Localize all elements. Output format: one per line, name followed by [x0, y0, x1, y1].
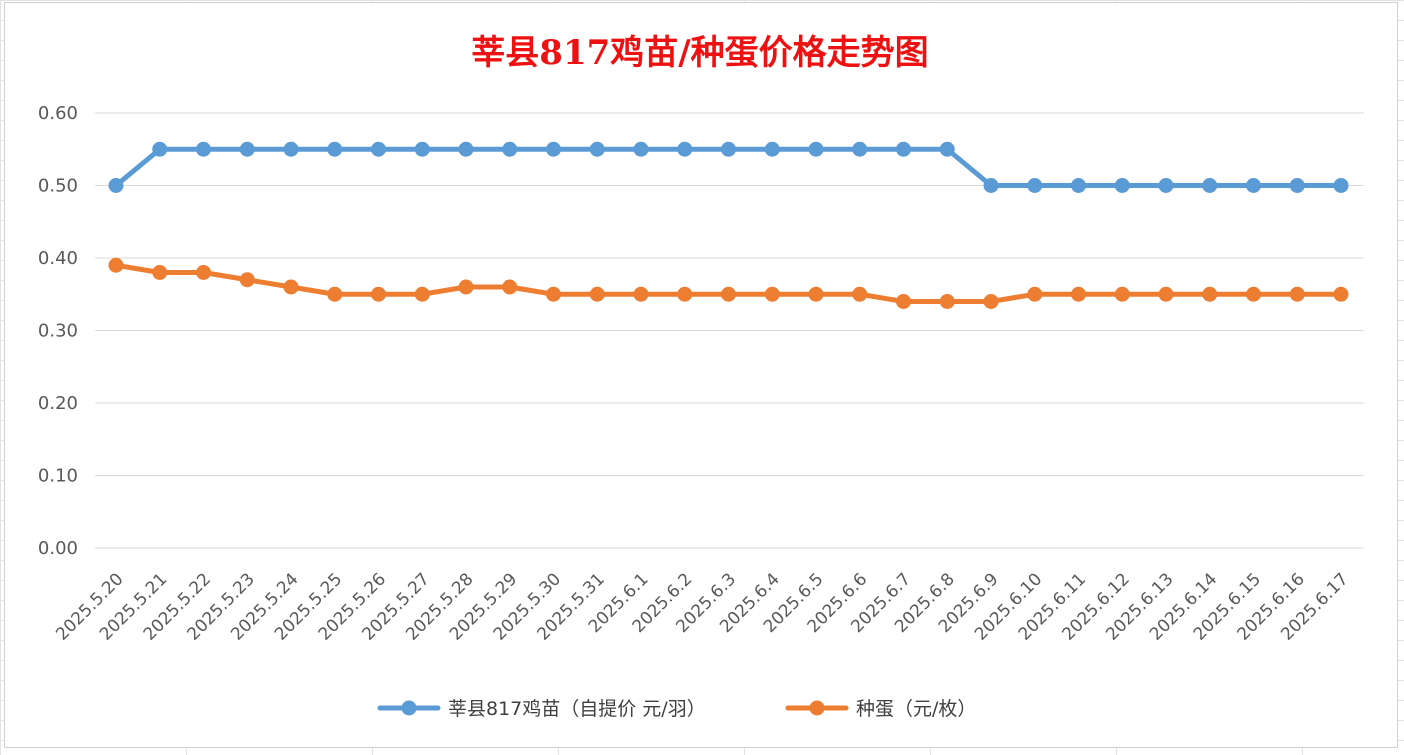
data-point	[283, 279, 299, 295]
x-axis-ticks: 2025.5.202025.5.212025.5.222025.5.232025…	[52, 569, 1352, 644]
data-point	[677, 286, 693, 302]
data-point	[414, 141, 430, 157]
legend-item-1[interactable]: 莘县817鸡苗（自提价 元/羽）	[377, 698, 706, 720]
legend-label: 种蛋（元/枚）	[856, 698, 976, 720]
data-point	[152, 141, 168, 157]
y-tick-label: 0.10	[38, 466, 78, 487]
chart-frame[interactable]	[4, 2, 1398, 748]
data-point	[546, 141, 561, 157]
data-point	[1246, 178, 1261, 193]
data-point	[327, 141, 343, 157]
legend[interactable]: 莘县817鸡苗（自提价 元/羽） 种蛋（元/枚）	[377, 698, 976, 720]
data-point	[283, 141, 299, 157]
data-point	[327, 286, 343, 302]
data-point	[458, 279, 474, 295]
data-point	[1289, 178, 1305, 193]
data-point	[633, 286, 649, 302]
data-point	[939, 141, 955, 157]
y-tick-label: 0.20	[38, 393, 78, 414]
data-point	[764, 141, 780, 157]
data-point	[1071, 286, 1086, 302]
y-tick-label: 0.30	[38, 321, 78, 342]
data-point	[896, 294, 911, 309]
data-point	[546, 286, 561, 302]
data-point	[1289, 286, 1305, 302]
data-point	[1158, 286, 1174, 302]
chart-title: 莘县817鸡苗/种蛋价格走势图	[471, 33, 928, 73]
data-point	[1027, 178, 1043, 193]
y-tick-label: 0.40	[38, 248, 78, 269]
data-point	[414, 286, 430, 302]
data-point	[239, 141, 255, 157]
data-point	[721, 141, 736, 157]
data-point	[852, 141, 868, 157]
data-point	[721, 286, 736, 302]
data-point	[633, 141, 649, 157]
y-tick-label: 0.50	[38, 176, 78, 197]
data-point	[983, 294, 999, 309]
data-point	[502, 279, 518, 295]
data-point	[371, 141, 386, 157]
data-point	[808, 141, 824, 157]
data-point	[371, 286, 386, 302]
data-point	[1333, 286, 1349, 302]
data-point	[1202, 178, 1218, 193]
data-point	[589, 141, 605, 157]
legend-label: 莘县817鸡苗（自提价 元/羽）	[448, 698, 706, 720]
data-point	[239, 272, 255, 288]
data-point	[152, 265, 168, 280]
data-point	[1114, 286, 1130, 302]
data-point	[1158, 178, 1174, 193]
data-point	[589, 286, 605, 302]
y-tick-label: 0.60	[38, 103, 78, 124]
data-point	[1333, 178, 1349, 193]
data-point	[108, 257, 124, 273]
data-point	[896, 141, 911, 157]
data-point	[983, 178, 999, 193]
legend-swatch-marker	[809, 700, 825, 716]
data-point	[677, 141, 693, 157]
gridlines	[95, 112, 1364, 549]
data-point	[502, 141, 518, 157]
data-point	[1071, 178, 1086, 193]
series-2	[108, 257, 1349, 309]
data-point	[1114, 178, 1130, 193]
data-point	[852, 286, 868, 302]
data-point	[764, 286, 780, 302]
legend-item-2[interactable]: 种蛋（元/枚）	[785, 698, 976, 720]
data-point	[1246, 286, 1261, 302]
data-point	[196, 141, 211, 157]
legend-swatch-marker	[401, 700, 417, 716]
data-point	[1027, 286, 1043, 302]
y-tick-label: 0.00	[38, 538, 78, 559]
data-point	[1202, 286, 1218, 302]
y-axis-ticks: 0.00 0.10 0.20 0.30 0.40 0.50 0.60	[38, 103, 78, 559]
data-point	[458, 141, 474, 157]
series-layer	[108, 141, 1349, 309]
data-point	[808, 286, 824, 302]
data-point	[196, 265, 211, 280]
data-point	[939, 294, 955, 309]
data-point	[108, 178, 124, 193]
series-1	[108, 141, 1349, 193]
